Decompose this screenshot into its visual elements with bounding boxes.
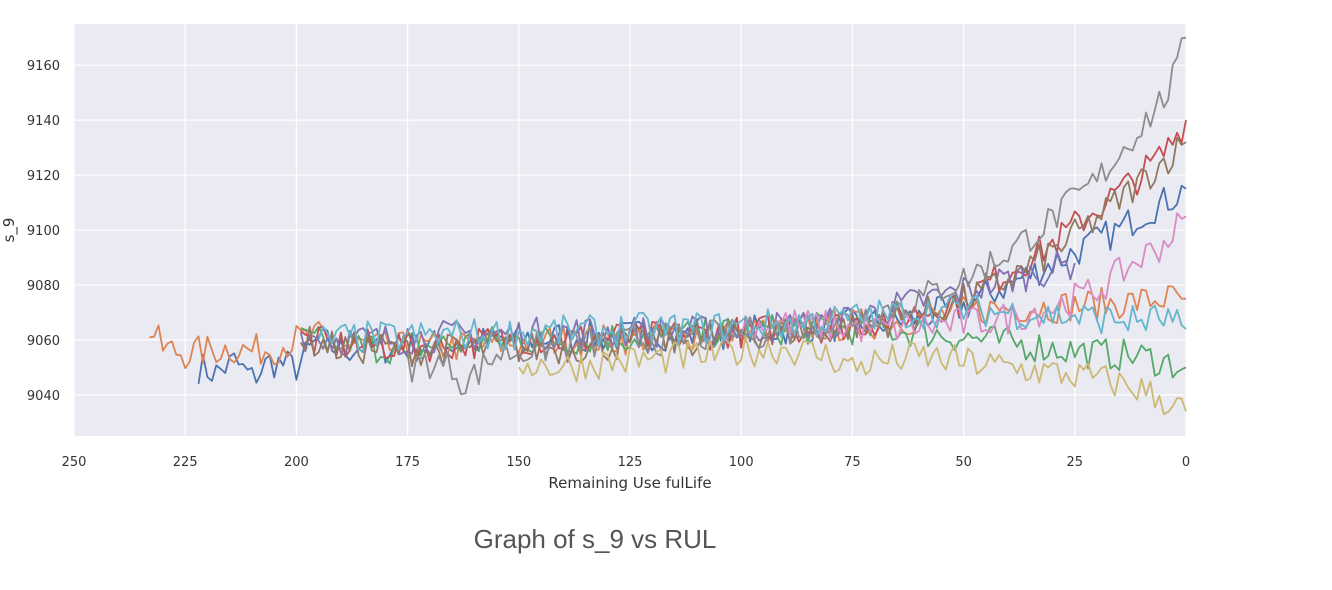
x-tick-label: 100: [729, 455, 754, 470]
x-tick-label: 175: [395, 455, 420, 470]
y-tick-label: 9160: [27, 59, 60, 74]
x-tick-label: 125: [618, 455, 643, 470]
y-tick-label: 9140: [27, 114, 60, 129]
x-tick-label: 250: [62, 455, 87, 470]
y-tick-label: 9100: [27, 224, 60, 239]
series-line-7: [740, 212, 1187, 343]
figure-caption: Graph of s_9 vs RUL: [473, 524, 717, 554]
y-tick-label: 9120: [27, 169, 60, 184]
y-axis-label: s_9: [0, 218, 19, 243]
x-tick-label: 75: [844, 455, 861, 470]
y-tick-label: 9080: [27, 279, 60, 294]
x-tick-label: 200: [284, 455, 309, 470]
x-tick-label: 50: [955, 455, 972, 470]
x-tick-label: 225: [173, 455, 198, 470]
x-axis-label: Remaining Use fulLife: [548, 474, 711, 492]
x-tick-label: 150: [506, 455, 531, 470]
y-tick-label: 9060: [27, 334, 60, 349]
series-line-10: [317, 294, 1187, 352]
series-line-1: [197, 184, 1187, 384]
y-tick-labels: 9040 9060 9080 9100 9120 9140 9160: [27, 59, 60, 404]
series-line-9: [518, 335, 1187, 415]
series-layer: [149, 36, 1187, 415]
x-tick-label: 25: [1067, 455, 1084, 470]
x-tick-label: 0: [1182, 455, 1190, 470]
y-tick-label: 9040: [27, 389, 60, 404]
x-tick-labels: 250 225 200 175 150 125 100 75 50 25 0: [62, 455, 1191, 470]
line-chart: 250 225 200 175 150 125 100 75 50 25 0 90409060908…: [0, 24, 1191, 492]
